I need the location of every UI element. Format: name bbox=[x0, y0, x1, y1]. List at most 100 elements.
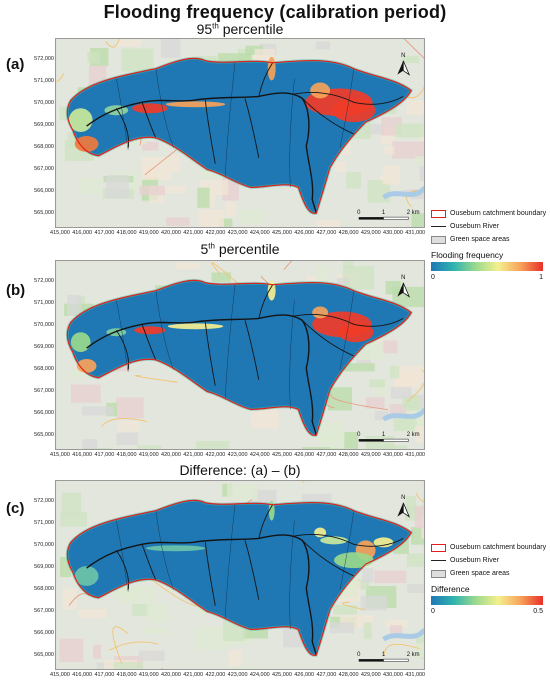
basemap-patch bbox=[81, 406, 114, 416]
basemap-patch bbox=[422, 496, 424, 512]
basemap-patch bbox=[70, 384, 101, 403]
green-swatch bbox=[431, 569, 446, 578]
basemap-patch bbox=[254, 48, 275, 58]
scalebar-label: 1 bbox=[382, 652, 385, 658]
basemap-patch bbox=[225, 201, 237, 217]
boundary-swatch bbox=[431, 209, 446, 218]
x-tick-label: 424,000 bbox=[249, 672, 270, 678]
basemap-patch bbox=[228, 649, 242, 667]
basemap-patch bbox=[142, 627, 168, 634]
legend-item-boundary: Ouseburn catchment boundary bbox=[431, 541, 546, 554]
panel-a-map: N 0 1 2 km bbox=[55, 38, 425, 228]
legend-item-river: Ouseburn River bbox=[431, 554, 546, 567]
basemap-patch bbox=[407, 584, 424, 594]
subcatchment-line bbox=[339, 510, 355, 590]
x-tick-label: 425,000 bbox=[272, 452, 292, 458]
x-tick-label: 431,000 bbox=[405, 672, 426, 678]
x-tick-label: 416,000 bbox=[72, 230, 93, 236]
x-tick-label: 430,000 bbox=[383, 452, 403, 458]
ouseburn-river bbox=[86, 92, 317, 214]
basemap-patch bbox=[81, 439, 98, 449]
river-tributary bbox=[292, 92, 404, 105]
river-tributary bbox=[292, 314, 404, 327]
y-tick-label: 572,000 bbox=[34, 498, 54, 504]
scalebar-label: 0 bbox=[357, 432, 361, 438]
basemap-patch bbox=[377, 445, 407, 449]
legend-river-text: Ouseburn River bbox=[450, 223, 500, 230]
basemap-road bbox=[134, 375, 178, 383]
basemap-patch bbox=[229, 667, 264, 669]
x-tick-label: 428,000 bbox=[338, 452, 359, 458]
x-tick-label: 426,000 bbox=[294, 452, 315, 458]
basemap-patch bbox=[356, 579, 370, 590]
basemap-patch bbox=[315, 41, 331, 50]
basemap-road bbox=[211, 262, 241, 286]
basemap-patch bbox=[138, 650, 165, 661]
basemap-patch bbox=[369, 379, 385, 388]
river-tributary bbox=[302, 540, 354, 577]
map-svg: N 0 1 2 km bbox=[56, 261, 424, 449]
flood-patch bbox=[132, 103, 168, 114]
x-tick-label: 415,000 bbox=[50, 230, 70, 236]
x-tick-label: 421,000 bbox=[183, 230, 204, 236]
river-tributary bbox=[115, 108, 130, 148]
basemap-patch bbox=[393, 418, 417, 431]
basemap-road bbox=[105, 39, 120, 48]
basemap-patch bbox=[395, 123, 424, 138]
basemap-patch bbox=[416, 636, 424, 647]
basemap-patch bbox=[69, 370, 95, 378]
y-tick-label: 566,000 bbox=[34, 188, 54, 194]
basemap-patch bbox=[414, 426, 424, 443]
x-tick-label: 420,000 bbox=[161, 672, 181, 678]
flood-patch bbox=[74, 566, 99, 586]
x-tick-label: 418,000 bbox=[116, 230, 137, 236]
basemap-road bbox=[403, 39, 424, 59]
x-tick-label: 422,000 bbox=[205, 672, 226, 678]
basemap-patch bbox=[391, 141, 424, 159]
basemap-patch bbox=[390, 625, 403, 634]
colorbar-title: Flooding frequency bbox=[431, 250, 504, 260]
basemap-road bbox=[112, 626, 129, 665]
basemap-patch bbox=[376, 380, 388, 397]
y-tick-label: 570,000 bbox=[34, 322, 54, 328]
north-arrow-icon: N bbox=[397, 53, 411, 76]
x-tick-label: 416,000 bbox=[72, 672, 93, 678]
y-tick-label: 572,000 bbox=[34, 278, 54, 284]
basemap-patch bbox=[175, 262, 200, 270]
scalebar-label: 2 km bbox=[407, 210, 420, 216]
river-tributary bbox=[302, 320, 354, 357]
y-tick-label: 571,000 bbox=[34, 78, 54, 84]
tyne-river bbox=[382, 627, 424, 642]
x-tick-label: 429,000 bbox=[360, 230, 381, 236]
basemap-patch bbox=[139, 185, 166, 196]
basemap-patch bbox=[87, 51, 100, 64]
north-label: N bbox=[401, 495, 405, 501]
basemap-patch bbox=[363, 123, 384, 135]
river-swatch bbox=[431, 226, 446, 227]
x-tick-label: 429,000 bbox=[360, 672, 381, 678]
basemap-patch bbox=[419, 162, 424, 181]
basemap-patch bbox=[201, 167, 228, 179]
river-tributary bbox=[141, 102, 157, 139]
subcatchment-line bbox=[289, 78, 295, 188]
river-tributary bbox=[244, 540, 260, 600]
colorbar-title: Difference bbox=[431, 584, 470, 594]
river-tributary bbox=[115, 330, 130, 370]
basemap-patch bbox=[67, 294, 82, 316]
basemap-patch bbox=[121, 48, 154, 72]
river-tributary bbox=[204, 542, 216, 606]
panel-a-subtitle: 95th percentile bbox=[196, 21, 284, 37]
basemap-patch bbox=[374, 570, 407, 584]
basemap-patch bbox=[414, 506, 424, 529]
basemap-road bbox=[330, 393, 389, 411]
basemap-patch bbox=[142, 141, 159, 151]
scalebar: 0 1 2 km bbox=[357, 652, 420, 662]
x-tick-label: 427,000 bbox=[316, 672, 337, 678]
subcatchment-line bbox=[339, 68, 355, 148]
flood-patch bbox=[74, 135, 99, 152]
basemap-patch bbox=[117, 39, 142, 47]
river-tributary bbox=[258, 62, 274, 97]
basemap-patch bbox=[59, 638, 84, 663]
ouseburn-river bbox=[86, 534, 317, 656]
basemap-patch bbox=[329, 622, 355, 634]
